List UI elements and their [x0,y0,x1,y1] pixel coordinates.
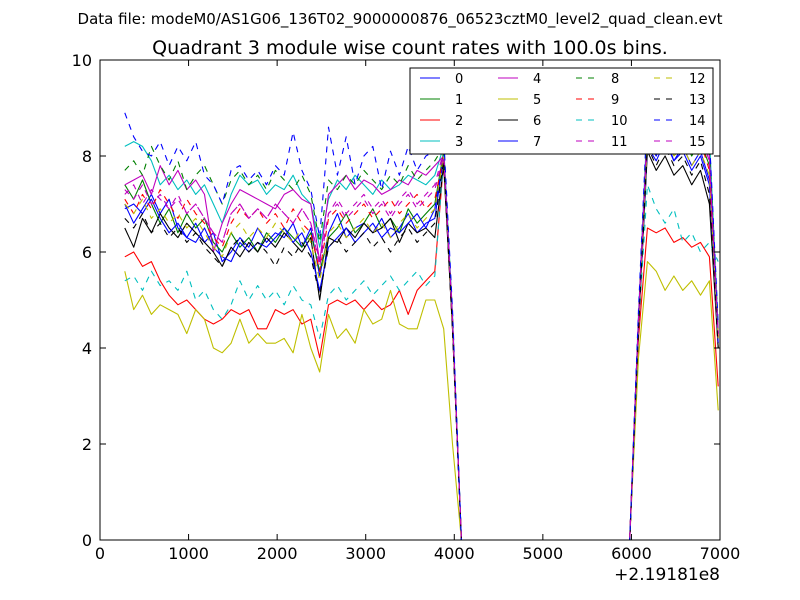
series-line-13 [124,145,719,540]
y-tick-label: 10 [72,51,92,70]
legend-label-10: 10 [611,114,628,129]
x-tick-label: 5000 [522,544,563,563]
legend-label-11: 11 [611,135,628,150]
series-line-3 [124,93,719,540]
legend-label-1: 1 [455,93,463,108]
legend-label-2: 2 [455,114,463,129]
legend-box [409,67,714,155]
chart-supertitle: Data file: modeM0/AS1G06_136T02_90000008… [78,10,723,29]
series-line-7 [124,141,719,540]
legend-label-14: 14 [689,114,706,129]
series-line-11 [124,112,719,540]
x-tick-label: 1000 [168,544,209,563]
y-tick-label: 0 [82,531,92,550]
legend-label-9: 9 [611,93,619,108]
y-tick-label: 6 [82,243,92,262]
series-line-1 [124,126,719,540]
legend-label-15: 15 [689,135,706,150]
x-offset-label: +2.19181e8 [614,565,720,585]
x-tick-label: 4000 [434,544,475,563]
x-tick-label: 2000 [257,544,298,563]
x-tick-label: 0 [95,544,105,563]
y-tick-label: 4 [82,339,92,358]
y-tick-label: 2 [82,435,92,454]
legend-label-8: 8 [611,72,619,87]
chart-title: Quadrant 3 module wise count rates with … [152,37,668,59]
series-line-0 [124,136,719,540]
plot-frame [99,59,721,541]
series-line-14 [124,102,719,540]
series-line-15 [124,121,719,540]
series-line-2 [124,160,719,540]
legend-label-4: 4 [533,72,541,87]
legend-label-7: 7 [533,135,541,150]
x-tick-label: 7000 [700,544,741,563]
legend-label-3: 3 [455,135,463,150]
series-line-5 [124,261,719,540]
x-tick-label: 6000 [611,544,652,563]
legend-label-12: 12 [689,72,706,87]
legend-label-0: 0 [455,72,463,87]
series-line-10 [124,155,719,540]
series-line-9 [124,131,719,540]
legend-label-5: 5 [533,93,541,108]
series-line-4 [124,121,719,540]
y-tick-label: 8 [82,147,92,166]
legend-label-13: 13 [689,93,706,108]
series-line-8 [124,117,719,540]
legend-label-6: 6 [533,114,541,129]
x-tick-label: 3000 [345,544,386,563]
series-layer [124,93,719,540]
